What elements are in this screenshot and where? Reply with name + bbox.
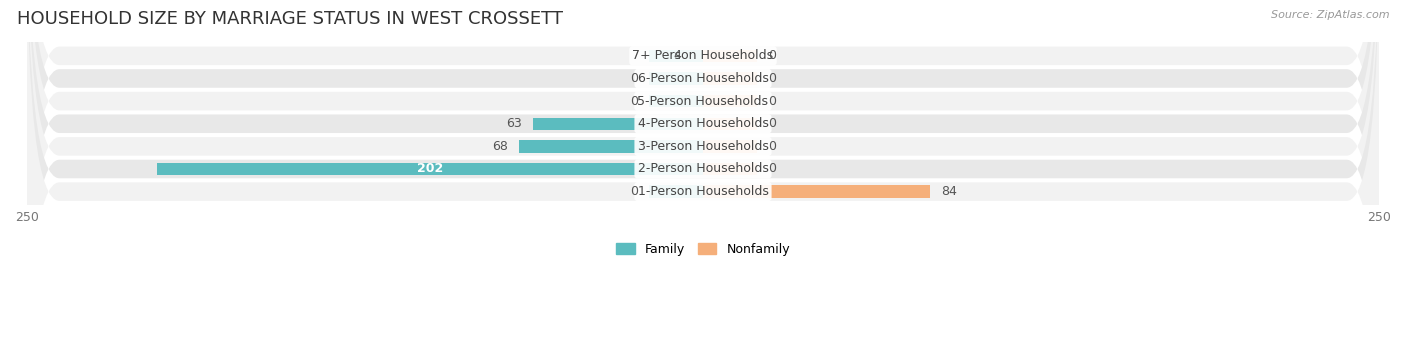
Bar [156, 163, 703, 175]
Text: 5-Person Households: 5-Person Households [637, 94, 769, 108]
Text: 0: 0 [630, 72, 638, 85]
Text: 2-Person Households: 2-Person Households [637, 163, 769, 176]
Text: 6-Person Households: 6-Person Households [637, 72, 769, 85]
Text: 68: 68 [492, 140, 509, 153]
Text: 0: 0 [630, 94, 638, 108]
Text: 0: 0 [768, 140, 776, 153]
Bar [533, 118, 703, 130]
Text: 202: 202 [416, 163, 443, 176]
FancyBboxPatch shape [27, 0, 1379, 341]
Text: 7+ Person Households: 7+ Person Households [633, 49, 773, 62]
Text: 0: 0 [630, 185, 638, 198]
Bar [650, 72, 703, 85]
Text: HOUSEHOLD SIZE BY MARRIAGE STATUS IN WEST CROSSETT: HOUSEHOLD SIZE BY MARRIAGE STATUS IN WES… [17, 10, 562, 28]
FancyBboxPatch shape [27, 0, 1379, 341]
Text: 0: 0 [768, 117, 776, 130]
Bar [650, 50, 703, 62]
Text: 1-Person Households: 1-Person Households [637, 185, 769, 198]
Bar [650, 186, 703, 198]
Text: 0: 0 [768, 72, 776, 85]
Bar [703, 95, 756, 107]
Text: 4-Person Households: 4-Person Households [637, 117, 769, 130]
Bar [703, 50, 756, 62]
Text: 0: 0 [768, 163, 776, 176]
Bar [703, 163, 756, 175]
Text: 63: 63 [506, 117, 522, 130]
FancyBboxPatch shape [27, 0, 1379, 341]
FancyBboxPatch shape [27, 0, 1379, 341]
Text: 0: 0 [768, 49, 776, 62]
Text: 84: 84 [941, 185, 957, 198]
Bar [703, 72, 756, 85]
Text: Source: ZipAtlas.com: Source: ZipAtlas.com [1271, 10, 1389, 20]
FancyBboxPatch shape [27, 0, 1379, 318]
Bar [703, 118, 756, 130]
Text: 3-Person Households: 3-Person Households [637, 140, 769, 153]
Legend: Family, Nonfamily: Family, Nonfamily [612, 238, 794, 261]
Bar [703, 186, 931, 198]
Text: 0: 0 [768, 94, 776, 108]
Bar [703, 140, 756, 152]
Text: 4: 4 [673, 49, 682, 62]
Bar [650, 95, 703, 107]
FancyBboxPatch shape [27, 0, 1379, 341]
Bar [519, 140, 703, 152]
FancyBboxPatch shape [27, 0, 1379, 341]
